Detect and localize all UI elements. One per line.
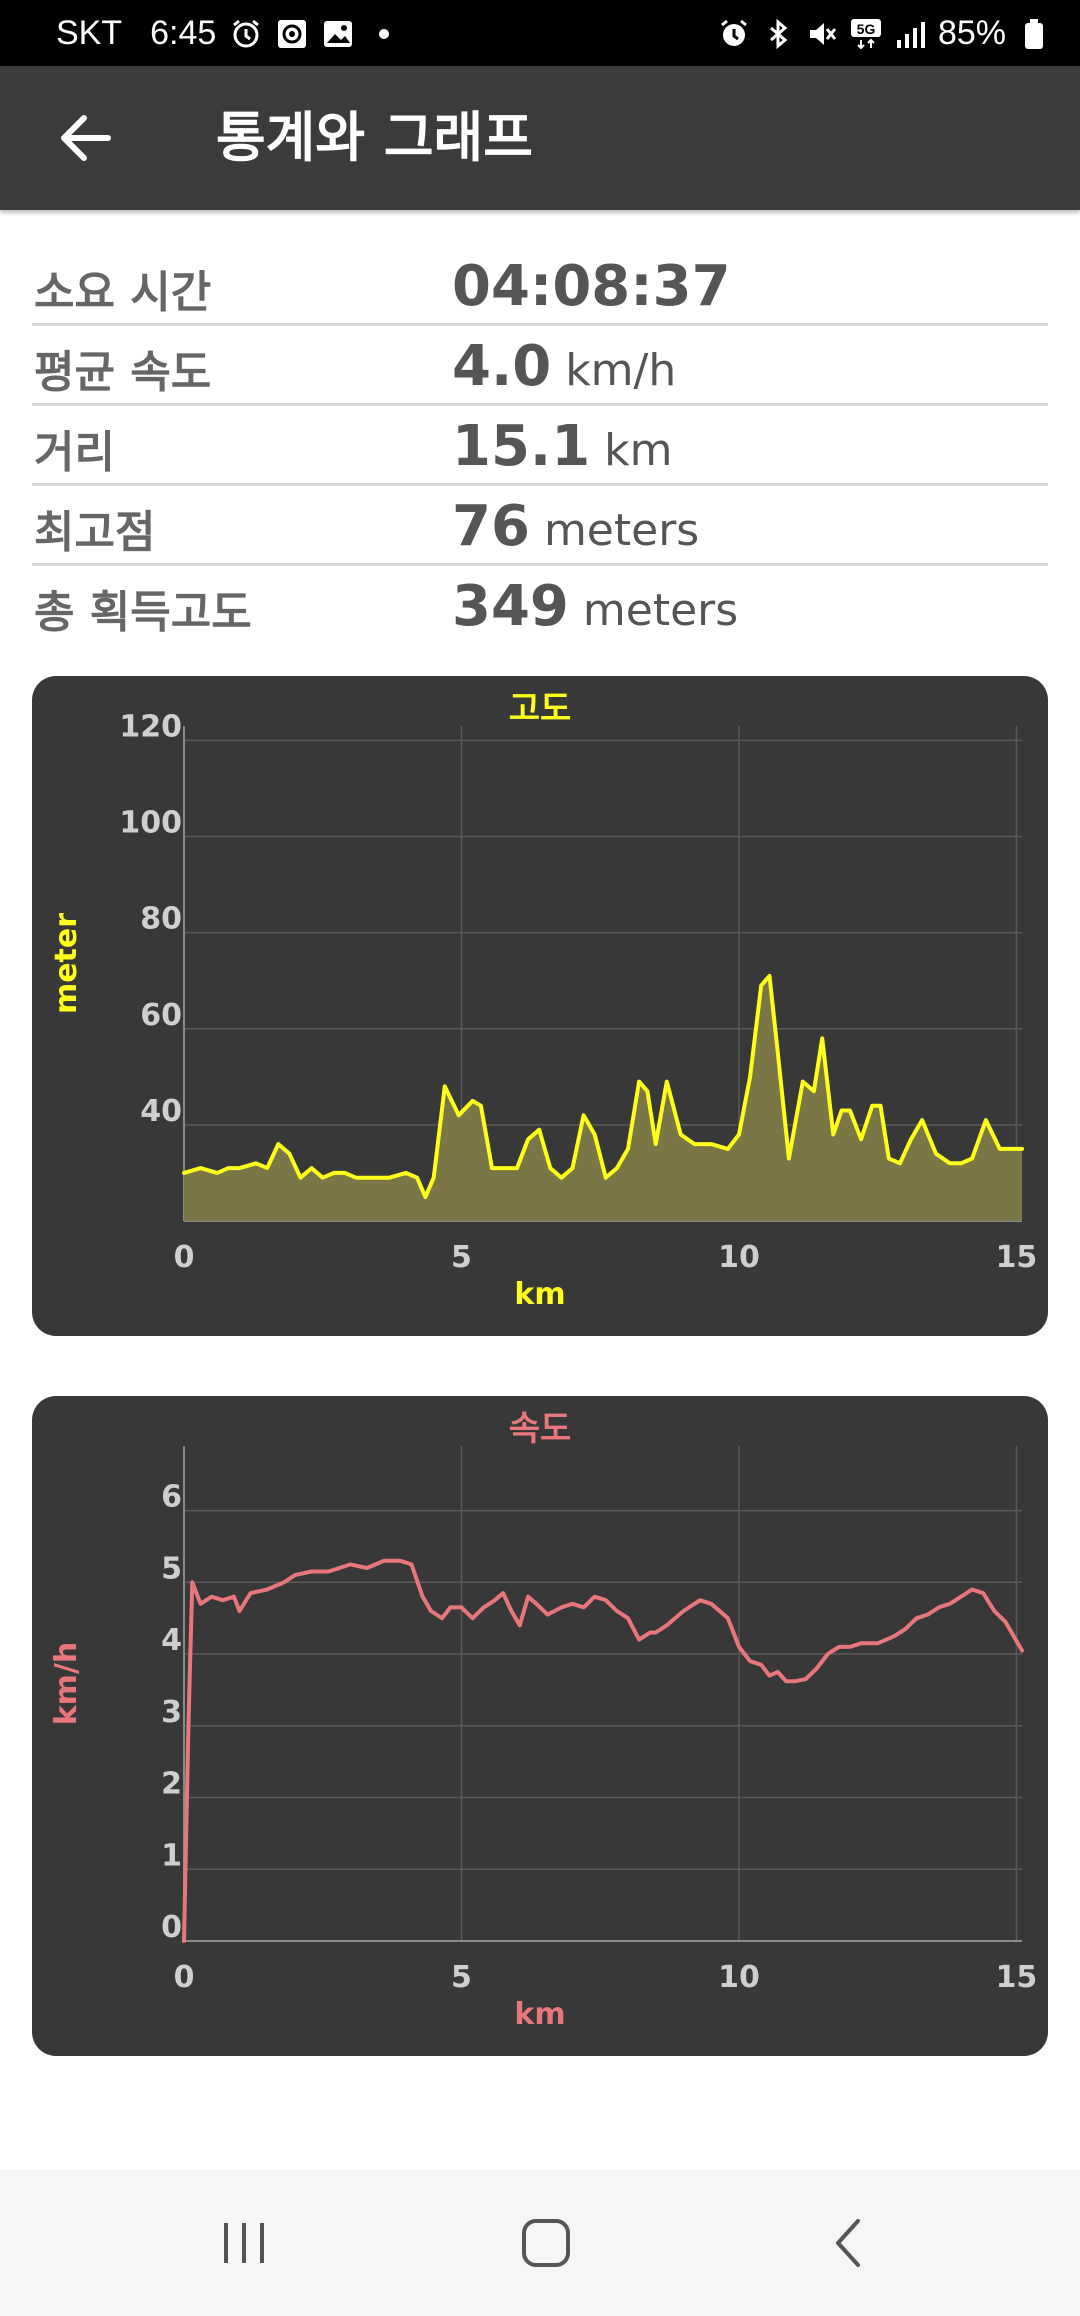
recent-apps-button[interactable] bbox=[184, 2200, 304, 2286]
stat-value: 4.0 km/h bbox=[452, 334, 676, 399]
stat-label: 거리 bbox=[34, 427, 115, 478]
stat-label: 소요 시간 bbox=[34, 267, 212, 318]
y-tick-label: 6 bbox=[161, 1480, 182, 1515]
chart-title: 고도 bbox=[509, 689, 572, 729]
stat-row-highest-point: 최고점 76 meters bbox=[32, 486, 1048, 566]
stat-row-avg-speed: 평균 속도 4.0 km/h bbox=[32, 326, 1048, 406]
stat-unit: meters bbox=[543, 505, 700, 556]
back-button[interactable] bbox=[44, 104, 124, 172]
home-icon bbox=[522, 2219, 570, 2267]
x-tick-label: 0 bbox=[174, 1960, 195, 1995]
y-axis-label: meter bbox=[49, 913, 84, 1014]
speed-chart: 0 5 10 15 0 1 2 3 4 5 6 속도 km km/h bbox=[49, 1409, 1038, 2032]
altitude-chart: 0 5 10 15 40 60 80 100 120 고도 km meter bbox=[49, 689, 1038, 1312]
stat-label: 총 획득고도 bbox=[34, 587, 252, 638]
alarm-icon bbox=[718, 18, 750, 50]
stat-value: 349 meters bbox=[452, 574, 738, 639]
status-bar: SKT 6:45 5G 85% bbox=[0, 0, 1080, 66]
y-tick-label: 40 bbox=[140, 1094, 182, 1129]
x-tick-label: 0 bbox=[174, 1240, 195, 1275]
stat-value: 15.1 km bbox=[452, 414, 673, 479]
gallery-icon bbox=[322, 18, 354, 50]
y-tick-label: 5 bbox=[161, 1551, 182, 1586]
battery-label: 85% bbox=[937, 14, 1006, 52]
plot-area bbox=[182, 726, 1024, 1222]
x-tick-label: 5 bbox=[451, 1960, 472, 1995]
stat-number: 349 bbox=[452, 574, 569, 639]
stat-value: 04:08:37 bbox=[452, 254, 731, 319]
x-tick-label: 10 bbox=[718, 1240, 760, 1275]
app-bar: 통계와 그래프 bbox=[0, 66, 1080, 210]
alarm-icon bbox=[230, 18, 262, 50]
y-tick-label: 80 bbox=[140, 902, 182, 937]
x-tick-label: 5 bbox=[451, 1240, 472, 1275]
x-tick-label: 15 bbox=[996, 1240, 1038, 1275]
stat-unit: km/h bbox=[565, 345, 677, 396]
y-tick-label: 60 bbox=[140, 998, 182, 1033]
y-tick-label: 0 bbox=[161, 1910, 182, 1945]
x-axis-label: km bbox=[514, 1997, 565, 2032]
y-tick-label: 100 bbox=[119, 806, 182, 841]
stat-number: 4.0 bbox=[452, 334, 552, 399]
svg-text:5G: 5G bbox=[857, 21, 876, 37]
x-tick-label: 15 bbox=[996, 1960, 1038, 1995]
clock-label: 6:45 bbox=[150, 14, 217, 52]
mute-icon bbox=[806, 18, 838, 50]
stat-row-elevation-gain: 총 획득고도 349 meters bbox=[32, 566, 1048, 646]
x-tick-label: 10 bbox=[718, 1960, 760, 1995]
stat-row-duration: 소요 시간 04:08:37 bbox=[32, 246, 1048, 326]
stat-number: 04:08:37 bbox=[452, 254, 731, 319]
arrow-left-icon bbox=[61, 115, 111, 161]
altitude-series-line bbox=[182, 973, 1024, 1199]
speed-series-line bbox=[182, 1558, 1024, 1943]
altitude-chart-card: 0 5 10 15 40 60 80 100 120 고도 km meter bbox=[32, 676, 1048, 1336]
y-axis-label: km/h bbox=[49, 1642, 84, 1726]
y-tick-label: 2 bbox=[161, 1767, 182, 1802]
app-icon bbox=[276, 18, 308, 50]
battery-icon bbox=[1018, 18, 1050, 50]
nav-back-button[interactable] bbox=[788, 2200, 908, 2286]
5g-icon: 5G bbox=[850, 18, 882, 50]
y-tick-label: 1 bbox=[161, 1838, 182, 1873]
stat-value: 76 meters bbox=[452, 494, 699, 559]
home-button[interactable] bbox=[486, 2200, 606, 2286]
bluetooth-icon bbox=[762, 18, 794, 50]
back-icon bbox=[836, 2219, 860, 2267]
stat-number: 76 bbox=[452, 494, 530, 559]
chart-title: 속도 bbox=[509, 1409, 572, 1449]
stat-label: 최고점 bbox=[34, 507, 156, 558]
stat-number: 15.1 bbox=[452, 414, 591, 479]
speed-chart-card: 0 5 10 15 0 1 2 3 4 5 6 속도 km km/h bbox=[32, 1396, 1048, 2056]
stats-table: 소요 시간 04:08:37 평균 속도 4.0 km/h 거리 15.1 km 최… bbox=[32, 246, 1048, 646]
stat-unit: meters bbox=[582, 585, 739, 636]
y-tick-label: 3 bbox=[161, 1695, 182, 1730]
page-title: 통계와 그래프 bbox=[216, 106, 533, 169]
signal-icon bbox=[894, 18, 926, 50]
y-tick-label: 4 bbox=[161, 1623, 182, 1658]
area-fill bbox=[184, 975, 1022, 1221]
stat-row-distance: 거리 15.1 km bbox=[32, 406, 1048, 486]
x-axis-label: km bbox=[514, 1277, 565, 1312]
dot-icon bbox=[368, 18, 400, 50]
stat-unit: km bbox=[604, 425, 673, 476]
recent-apps-icon bbox=[224, 2223, 264, 2263]
plot-area bbox=[182, 1446, 1024, 1943]
carrier-label: SKT bbox=[56, 14, 123, 52]
system-nav-bar bbox=[0, 2170, 1080, 2316]
stat-label: 평균 속도 bbox=[34, 347, 212, 398]
y-tick-label: 120 bbox=[119, 709, 182, 744]
